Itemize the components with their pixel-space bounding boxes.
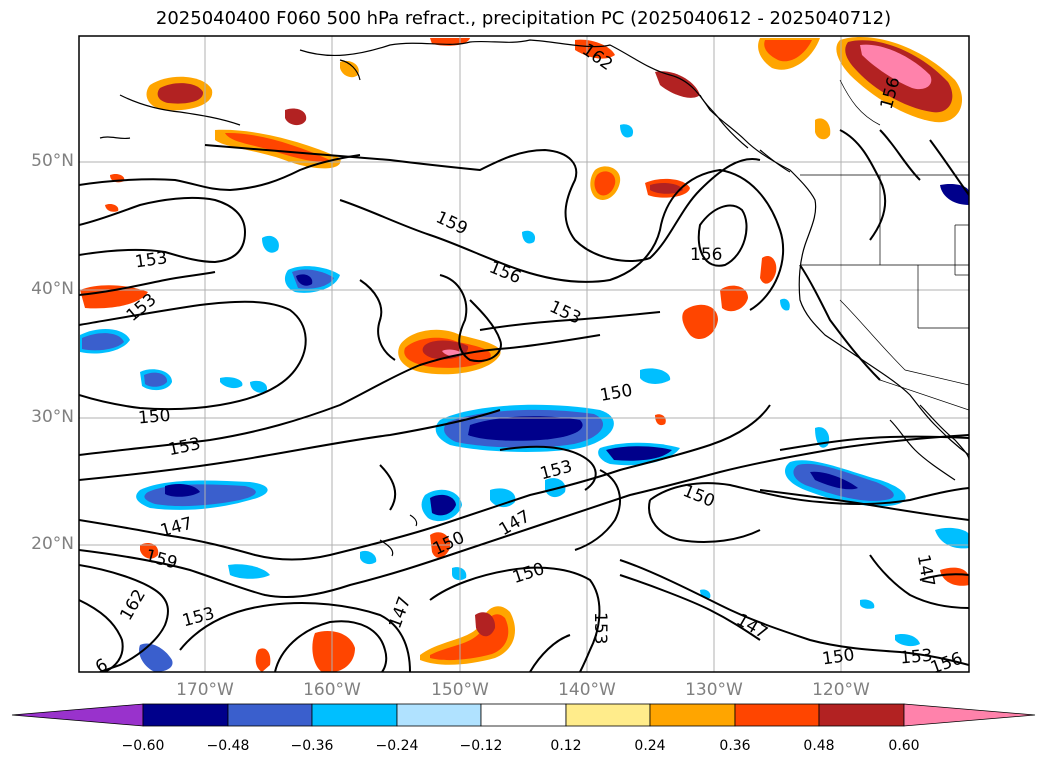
colorbar-segment — [142, 703, 229, 727]
longitude-label: 140°W — [558, 680, 616, 700]
graticule-lines — [79, 36, 969, 672]
contour-label: 150 — [821, 645, 856, 669]
colorbar-segment — [480, 703, 567, 727]
colorbar-segment-over — [903, 703, 1036, 727]
colorbar-segment — [649, 703, 736, 727]
contour-label: 153 — [590, 612, 610, 644]
colorbar-tick-label: −0.12 — [459, 738, 503, 754]
contour-label: 153 — [134, 248, 169, 272]
colorbar-tick-label: −0.60 — [121, 738, 165, 754]
contour-label: 156 — [690, 245, 722, 265]
latitude-label: 40°N — [31, 279, 74, 299]
colorbar-segment — [227, 703, 313, 727]
colorbar-tick-label: 0.12 — [550, 738, 582, 754]
refractivity-contours — [79, 129, 969, 672]
political-borders — [800, 79, 969, 411]
colorbar-tick-label: 0.48 — [803, 738, 835, 754]
latitude-label: 30°N — [31, 407, 74, 427]
colorbar-segment-under — [11, 703, 144, 727]
colorbar-tick-label: 0.24 — [634, 738, 666, 754]
longitude-label: 160°W — [303, 680, 361, 700]
colorbar-segment — [818, 703, 905, 727]
map-frame — [78, 35, 970, 673]
contour-label: 150 — [137, 406, 171, 429]
colorbar — [11, 703, 1036, 727]
longitude-label: 130°W — [685, 680, 743, 700]
colorbar-tick-label: 0.36 — [719, 738, 751, 754]
colorbar-tick-label: 0.60 — [888, 738, 920, 754]
colorbar-segment — [311, 703, 398, 727]
colorbar-tick-label: −0.48 — [206, 738, 250, 754]
colorbar-segment — [396, 703, 482, 727]
colorbar-segment — [734, 703, 820, 727]
latitude-label: 50°N — [31, 151, 74, 171]
contour-label: 153 — [899, 646, 933, 669]
latitude-label: 20°N — [31, 534, 74, 554]
colorbar-tick-label: −0.36 — [290, 738, 334, 754]
longitude-label: 120°W — [812, 680, 870, 700]
longitude-label: 170°W — [176, 680, 234, 700]
colorbar-segment — [565, 703, 651, 727]
colorbar-tick-label: −0.24 — [375, 738, 419, 754]
longitude-label: 150°W — [431, 680, 489, 700]
map-title: 2025040400 F060 500 hPa refract., precip… — [155, 8, 892, 29]
